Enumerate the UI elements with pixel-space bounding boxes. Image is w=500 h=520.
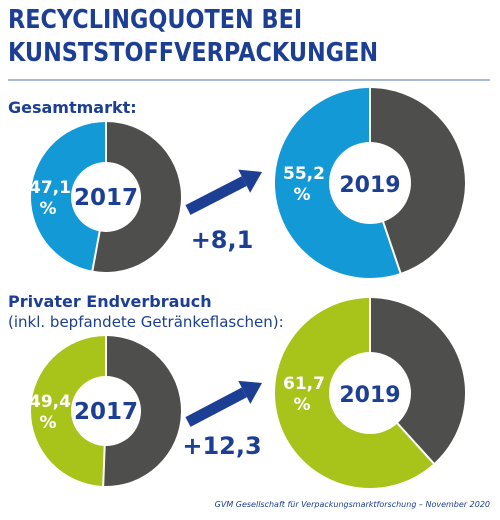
donut-1-1-unit-label: % [293,395,310,415]
donut-0-1-unit-label: % [293,185,310,205]
title-line-1: RECYCLINGQUOTEN BEI [8,5,303,35]
donut-1-1-year-label: 2019 [339,383,400,408]
source-note: GVM Gesellschaft für Verpackungsmarktfor… [214,500,490,509]
donut-0-0-separator-1 [91,230,101,272]
donut-1-1-separator-1 [396,421,436,465]
donut-1-0-separator-1 [102,444,106,487]
donut-0-0-recycled-slice [30,122,107,271]
title-divider [8,79,490,81]
section-title-privater-endverbrauch: Privater Endverbrauch [8,292,212,311]
arrow-0-head [238,169,262,193]
arrow-1-shaft [185,387,247,427]
donut-0-0-year-label: 2017 [74,185,138,211]
donut-1-0-unit-label: % [39,413,56,433]
donut-1-0-remainder-slice [103,336,181,487]
change-label-0: +8,1 [191,226,254,254]
donut-1-0-value-label: 49,4 [29,392,71,412]
donut-1-0-recycled-slice [30,336,106,486]
donut-0-1-value-label: 55,2 [283,164,325,184]
donut-1-1-recycled-slice [274,298,434,489]
donut-0-0-remainder-slice [92,122,181,272]
arrow-0-shaft [185,176,247,215]
page-title: RECYCLINGQUOTEN BEI KUNSTSTOFFVERPACKUNG… [8,4,421,70]
donut-1-0-year-label: 2017 [74,399,138,425]
title-line-2: KUNSTSTOFFVERPACKUNGEN [8,38,379,68]
donut-0-1-year-label: 2019 [339,173,400,198]
section-subtitle-privater-endverbrauch: (inkl. bepfandete Getränkeflaschen): [8,313,284,331]
donut-1-1-value-label: 61,7 [283,374,325,394]
section-title-gesamtmarkt: Gesamtmarkt: [8,98,137,117]
donut-0-0-unit-label: % [39,199,56,219]
change-label-1: +12,3 [182,432,261,460]
donut-0-1-remainder-slice [370,88,466,273]
donut-0-0-value-label: 47,1 [29,178,71,198]
donut-0-1-separator-1 [381,220,402,275]
arrow-1-head [238,380,262,404]
donut-1-1-remainder-slice [370,298,465,464]
